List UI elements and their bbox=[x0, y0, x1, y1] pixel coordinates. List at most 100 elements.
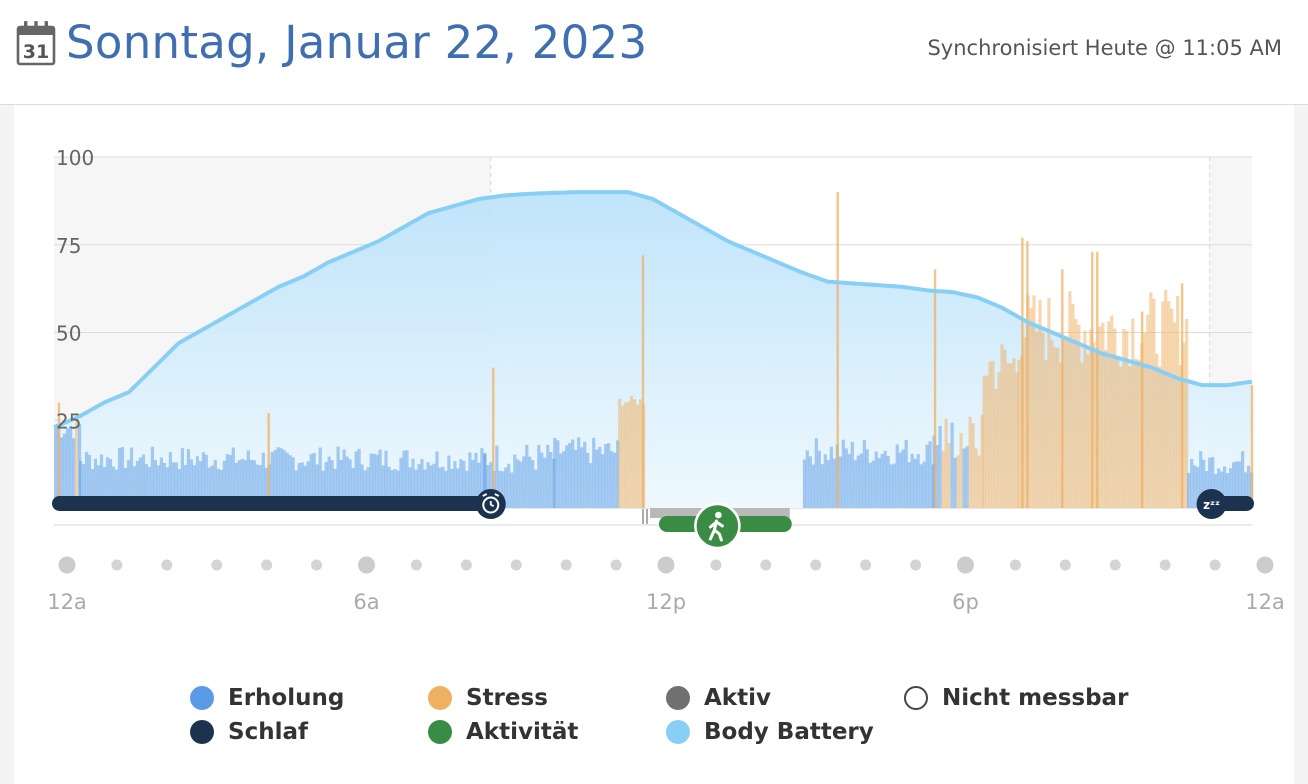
hour-dot bbox=[1256, 556, 1274, 574]
stress-bar bbox=[1137, 359, 1141, 508]
stress-bar bbox=[1056, 347, 1060, 508]
stress-bar bbox=[231, 447, 235, 508]
stress-bar bbox=[1176, 296, 1180, 508]
stress-bar bbox=[832, 458, 836, 508]
hour-dot bbox=[311, 559, 323, 571]
stress-bar bbox=[180, 448, 184, 508]
stress-bar bbox=[568, 443, 572, 508]
body-battery-line bbox=[53, 190, 1253, 430]
y-tick-label: 75 bbox=[56, 234, 81, 258]
stress-bar bbox=[817, 450, 821, 508]
active-tick bbox=[646, 509, 649, 524]
stress-bar bbox=[1101, 322, 1105, 508]
stress-bar bbox=[907, 462, 911, 508]
stress-bar bbox=[291, 457, 295, 508]
x-tick-label: 6p bbox=[952, 590, 979, 614]
legend-swatch bbox=[666, 720, 690, 744]
stress-bar bbox=[270, 452, 274, 508]
stress-bar bbox=[153, 460, 157, 508]
stress-bar bbox=[980, 414, 984, 508]
stress-spike bbox=[1026, 241, 1029, 509]
stress-bar bbox=[991, 360, 995, 508]
stress-bar bbox=[516, 459, 520, 508]
stress-bar bbox=[384, 450, 388, 508]
stress-bar bbox=[1185, 319, 1189, 508]
legend-label: Body Battery bbox=[704, 719, 874, 745]
stress-bar bbox=[1208, 457, 1212, 508]
stress-bar bbox=[162, 462, 166, 508]
stress-bar bbox=[399, 457, 403, 508]
stress-bar bbox=[1098, 326, 1102, 508]
stress-bar bbox=[1131, 318, 1135, 508]
stress-bar bbox=[1038, 299, 1042, 508]
stress-bar bbox=[438, 467, 442, 508]
stress-bar bbox=[616, 440, 620, 508]
stress-bar bbox=[258, 465, 262, 508]
stress-bar bbox=[583, 441, 587, 508]
stress-bar bbox=[1146, 314, 1150, 508]
calendar-icon[interactable]: 31 bbox=[16, 20, 56, 66]
stress-bar bbox=[177, 469, 181, 508]
stress-bar bbox=[219, 469, 223, 508]
stress-bar bbox=[321, 470, 325, 508]
stress-bar bbox=[144, 464, 148, 508]
stress-bar bbox=[589, 463, 593, 508]
stress-bar bbox=[1107, 321, 1111, 508]
stress-bar bbox=[880, 453, 884, 508]
stress-bar bbox=[1029, 308, 1033, 508]
hour-dot bbox=[510, 559, 522, 571]
stress-bar bbox=[1086, 354, 1090, 508]
stress-bar bbox=[639, 399, 643, 508]
stress-bar bbox=[1035, 331, 1039, 508]
stress-bar bbox=[261, 452, 265, 508]
legend-swatch bbox=[190, 686, 214, 710]
stress-bar bbox=[435, 451, 439, 508]
stress-bar bbox=[1113, 328, 1117, 508]
stress-bar bbox=[480, 448, 484, 508]
stress-bar bbox=[1179, 365, 1183, 508]
stress-bar bbox=[108, 459, 113, 508]
y-tick-label: 50 bbox=[56, 322, 81, 346]
legend-item: Body Battery bbox=[666, 719, 874, 745]
stress-bar bbox=[595, 449, 599, 508]
stress-spike bbox=[492, 367, 495, 508]
stress-bar bbox=[871, 460, 875, 508]
stress-bar bbox=[156, 465, 160, 508]
stress-bar bbox=[525, 444, 529, 508]
stress-bar bbox=[276, 447, 280, 508]
stress-bar bbox=[456, 468, 460, 508]
stress-bar bbox=[117, 447, 122, 508]
stress-bar bbox=[336, 446, 340, 508]
stress-bar bbox=[574, 449, 578, 508]
stress-bar bbox=[1023, 337, 1027, 508]
stress-bar bbox=[847, 454, 851, 508]
stress-bar bbox=[919, 464, 923, 508]
stress-bar bbox=[90, 469, 95, 508]
stress-bar bbox=[1012, 358, 1016, 508]
stress-bar bbox=[171, 462, 175, 508]
stress-bar bbox=[856, 455, 860, 508]
stress-bar bbox=[393, 469, 397, 508]
stress-bar bbox=[1068, 291, 1072, 508]
stress-bar bbox=[959, 433, 963, 508]
stress-bar bbox=[459, 459, 463, 508]
stress-bar bbox=[513, 454, 517, 508]
stress-bar bbox=[802, 459, 806, 508]
legend-swatch bbox=[666, 686, 690, 710]
stress-bar bbox=[243, 460, 247, 508]
hour-dot bbox=[560, 559, 572, 571]
stress-bar bbox=[956, 455, 960, 508]
stress-bar bbox=[1220, 471, 1224, 508]
stress-bar bbox=[60, 437, 64, 508]
stress-bar bbox=[1089, 329, 1093, 508]
stress-bar bbox=[1202, 459, 1206, 508]
stress-bar bbox=[501, 471, 505, 508]
hour-dot bbox=[1209, 559, 1221, 571]
stress-bar bbox=[841, 439, 845, 508]
stress-bar bbox=[351, 467, 355, 508]
stress-bar bbox=[1041, 332, 1045, 508]
stress-bar bbox=[534, 469, 538, 508]
stress-bar bbox=[453, 461, 457, 508]
stress-bar bbox=[84, 451, 89, 508]
stress-bar bbox=[246, 450, 250, 508]
